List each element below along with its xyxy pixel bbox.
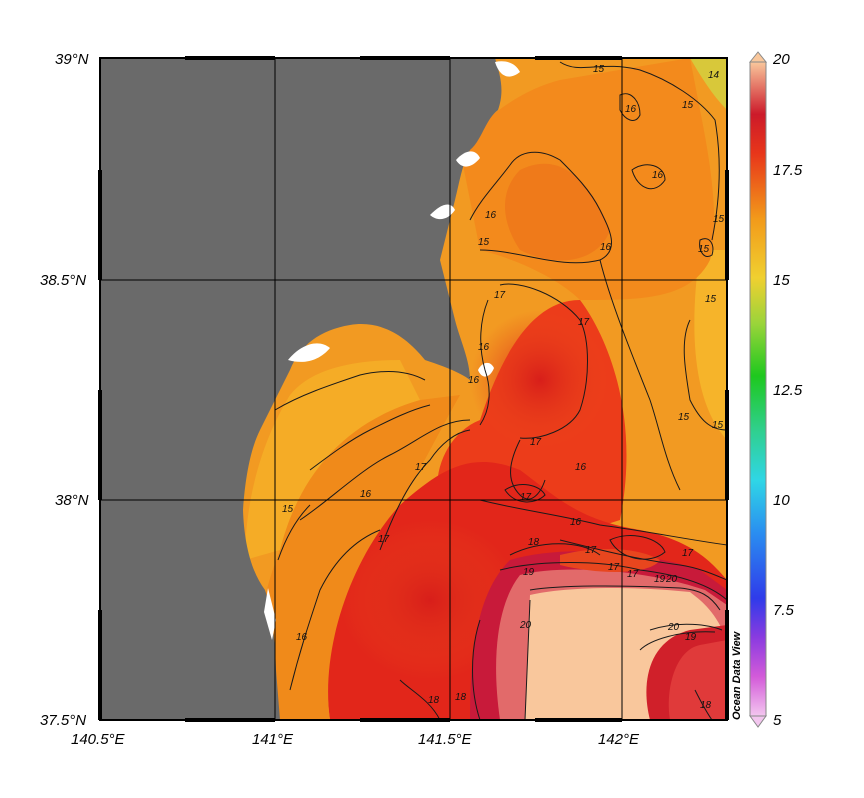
contour-label: 16 <box>570 517 582 528</box>
contour-label: 15 <box>712 420 724 431</box>
contour-label: 15 <box>593 64 605 75</box>
contour-label: 15 <box>478 237 490 248</box>
contour-label: 17 <box>520 492 532 503</box>
frame-ticks <box>98 56 729 722</box>
colorbar-top-arrow <box>748 51 768 63</box>
lon-label-141: 141°E <box>252 731 294 748</box>
contour-label: 20 <box>667 622 680 633</box>
lon-label-142: 142°E <box>598 731 640 748</box>
contour-label: 18 <box>428 695 440 706</box>
colorbar-tick-20: 20 <box>773 51 790 68</box>
lat-label-38-5: 38.5°N <box>40 272 87 289</box>
contour-label-group: 14 15 15 16 16 16 15 15 15 16 16 15 17 1… <box>282 64 725 711</box>
colorbar-tick-7-5: 7.5 <box>773 602 794 619</box>
contour-label: 17 <box>682 548 694 559</box>
colorbar-tick-10: 10 <box>773 492 790 509</box>
contour-label: 15 <box>282 504 294 515</box>
contour-label: 16 <box>360 489 372 500</box>
contour-label: 15 <box>713 214 725 225</box>
contour-lines <box>274 61 727 720</box>
contour-label: 15 <box>698 244 710 255</box>
contour-label: 18 <box>700 700 712 711</box>
lat-label-39: 39°N <box>55 51 89 68</box>
contour-label: 17 <box>627 569 639 580</box>
graticule <box>100 58 727 720</box>
lat-label-37-5: 37.5°N <box>40 712 87 729</box>
contour-label: 16 <box>625 104 637 115</box>
contour-label: 17 <box>530 437 542 448</box>
colorbar-gradient <box>749 61 767 717</box>
contour-label: 18 <box>528 537 540 548</box>
contour-label: 18 <box>455 692 467 703</box>
contour-label: 17 <box>378 534 390 545</box>
colorbar-tick-5: 5 <box>773 712 782 729</box>
contour-label: 15 <box>678 412 690 423</box>
ocean-data-view-watermark: Ocean Data View <box>731 631 743 720</box>
contour-label: 16 <box>468 375 480 386</box>
colorbar <box>748 51 768 728</box>
contour-label: 19 <box>654 574 666 585</box>
contour-label: 19 <box>685 632 697 643</box>
colorbar-tick-12-5: 12.5 <box>773 382 803 399</box>
contour-label: 17 <box>494 290 506 301</box>
contour-label: 20 <box>519 620 532 631</box>
contour-label: 17 <box>608 562 620 573</box>
contour-label: 16 <box>485 210 497 221</box>
contour-label: 16 <box>652 170 664 181</box>
colorbar-tick-15: 15 <box>773 272 790 289</box>
contour-label: 15 <box>682 100 694 111</box>
contour-label: 17 <box>578 317 590 328</box>
lon-label-141-5: 141.5°E <box>418 731 472 748</box>
contour-label: 16 <box>600 242 612 253</box>
contour-label: 16 <box>575 462 587 473</box>
contour-label: 17 <box>415 462 427 473</box>
lat-label-38: 38°N <box>55 492 89 509</box>
contour-label: 20 <box>665 574 678 585</box>
map-panel: 14 15 15 16 16 16 15 15 15 16 16 15 17 1… <box>100 58 727 720</box>
contour-label: 17 <box>585 545 597 556</box>
colorbar-bottom-arrow <box>749 715 767 728</box>
lon-label-140-5: 140.5°E <box>71 731 125 748</box>
contour-label: 14 <box>708 70 720 81</box>
contour-label: 16 <box>478 342 490 353</box>
contour-label: 19 <box>523 567 535 578</box>
contour-label: 16 <box>296 632 308 643</box>
colorbar-tick-17-5: 17.5 <box>773 162 803 179</box>
land-mass <box>100 58 502 720</box>
contour-label: 15 <box>705 294 717 305</box>
